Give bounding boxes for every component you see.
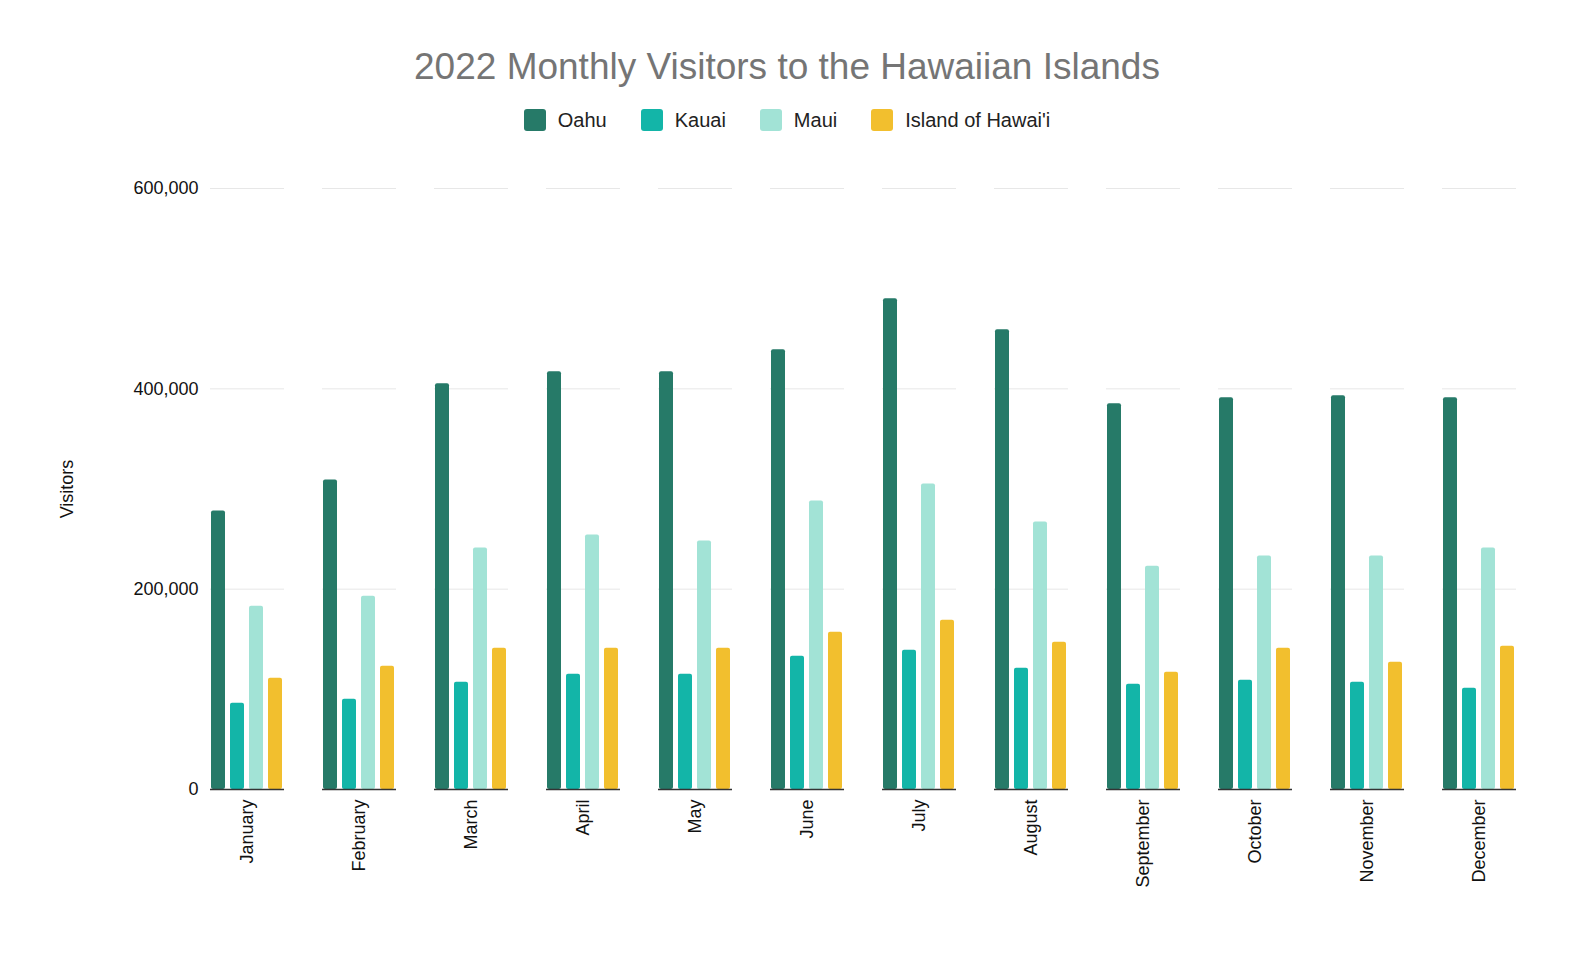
svg-text:December: December (1469, 799, 1489, 882)
svg-text:January: January (237, 800, 257, 864)
svg-text:November: November (1357, 799, 1377, 882)
svg-text:July: July (909, 800, 929, 832)
html-text:2022 Monthly Visitors to the H: 2022 Monthly Visitors to the Hawaiian Is… (414, 46, 1160, 87)
html-text:Island of Hawai'i: Island of Hawai'i (905, 108, 1051, 131)
html-text:Kauai: Kauai (674, 108, 726, 131)
svg-text:June: June (797, 800, 817, 839)
svg-text:400,000: 400,000 (133, 379, 198, 399)
svg-text:October: October (1245, 799, 1265, 863)
html-text:Maui: Maui (793, 108, 838, 131)
svg-text:April: April (573, 800, 593, 836)
svg-text:0: 0 (188, 779, 198, 799)
svg-text:Visitors: Visitors (57, 460, 77, 519)
svg-text:May: May (685, 800, 705, 834)
svg-text:600,000: 600,000 (133, 178, 198, 198)
svg-text:September: September (1133, 800, 1153, 888)
svg-text:March: March (461, 800, 481, 850)
svg-text:200,000: 200,000 (133, 579, 198, 599)
svg-text:February: February (349, 800, 369, 872)
svg-text:August: August (1021, 800, 1041, 856)
html-text:Oahu: Oahu (557, 108, 607, 131)
